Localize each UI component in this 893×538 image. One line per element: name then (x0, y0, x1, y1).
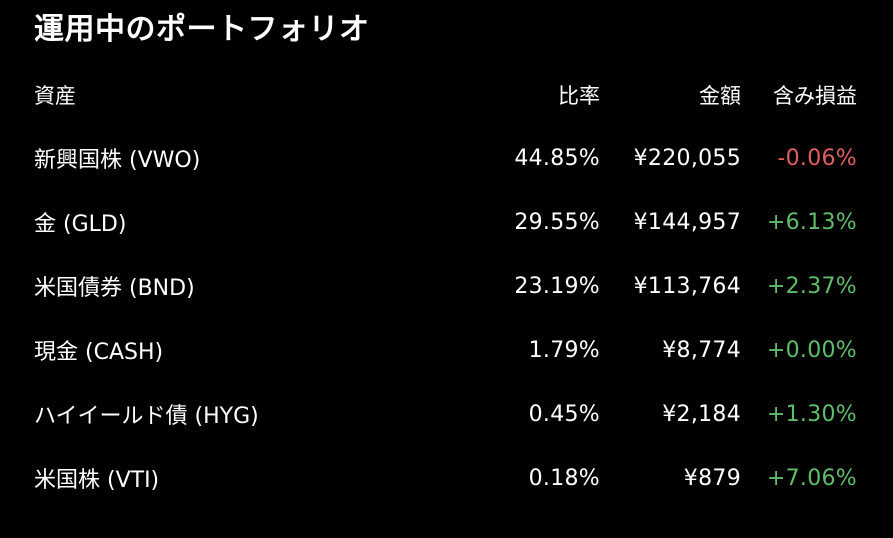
asset-name: 新興国株 (VWO) (34, 148, 201, 173)
asset-ratio: 1.79% (528, 337, 600, 363)
asset-gain: +2.37% (766, 273, 857, 299)
asset-ratio: 0.45% (528, 401, 600, 427)
asset-name: 現金 (CASH) (34, 340, 164, 365)
portfolio-table: 資産 比率 金額 含み損益 新興国株 (VWO) 44.85% ¥220,055… (0, 64, 893, 510)
table-row[interactable]: 新興国株 (VWO) 44.85% ¥220,055 -0.06% (0, 126, 893, 190)
asset-gain: +7.06% (766, 465, 857, 491)
asset-amount: ¥113,764 (633, 273, 741, 299)
asset-ratio: 29.55% (514, 209, 600, 235)
table-row[interactable]: 金 (GLD) 29.55% ¥144,957 +6.13% (0, 190, 893, 254)
asset-amount: ¥879 (683, 465, 741, 491)
asset-name: 米国株 (VTI) (34, 468, 160, 493)
asset-amount: ¥220,055 (633, 145, 741, 171)
asset-amount: ¥144,957 (633, 209, 741, 235)
asset-ratio: 44.85% (514, 145, 600, 171)
portfolio-title: 運用中のポートフォリオ (34, 12, 370, 47)
asset-gain: -0.06% (777, 145, 857, 171)
header-asset: 資産 (34, 84, 76, 108)
table-row[interactable]: 米国株 (VTI) 0.18% ¥879 +7.06% (0, 446, 893, 510)
asset-gain: +0.00% (766, 337, 857, 363)
asset-name: 米国債券 (BND) (34, 276, 195, 301)
table-row[interactable]: 現金 (CASH) 1.79% ¥8,774 +0.00% (0, 318, 893, 382)
asset-name: 金 (GLD) (34, 212, 127, 237)
asset-amount: ¥2,184 (662, 401, 741, 427)
asset-ratio: 0.18% (528, 465, 600, 491)
table-header-row: 資産 比率 金額 含み損益 (0, 64, 893, 126)
asset-gain: +1.30% (766, 401, 857, 427)
header-ratio: 比率 (558, 84, 600, 108)
asset-name: ハイイールド債 (HYG) (34, 404, 259, 429)
asset-amount: ¥8,774 (662, 337, 741, 363)
header-amount: 金額 (699, 84, 741, 108)
header-gain: 含み損益 (773, 84, 857, 108)
asset-gain: +6.13% (766, 209, 857, 235)
table-row[interactable]: 米国債券 (BND) 23.19% ¥113,764 +2.37% (0, 254, 893, 318)
table-row[interactable]: ハイイールド債 (HYG) 0.45% ¥2,184 +1.30% (0, 382, 893, 446)
asset-ratio: 23.19% (514, 273, 600, 299)
